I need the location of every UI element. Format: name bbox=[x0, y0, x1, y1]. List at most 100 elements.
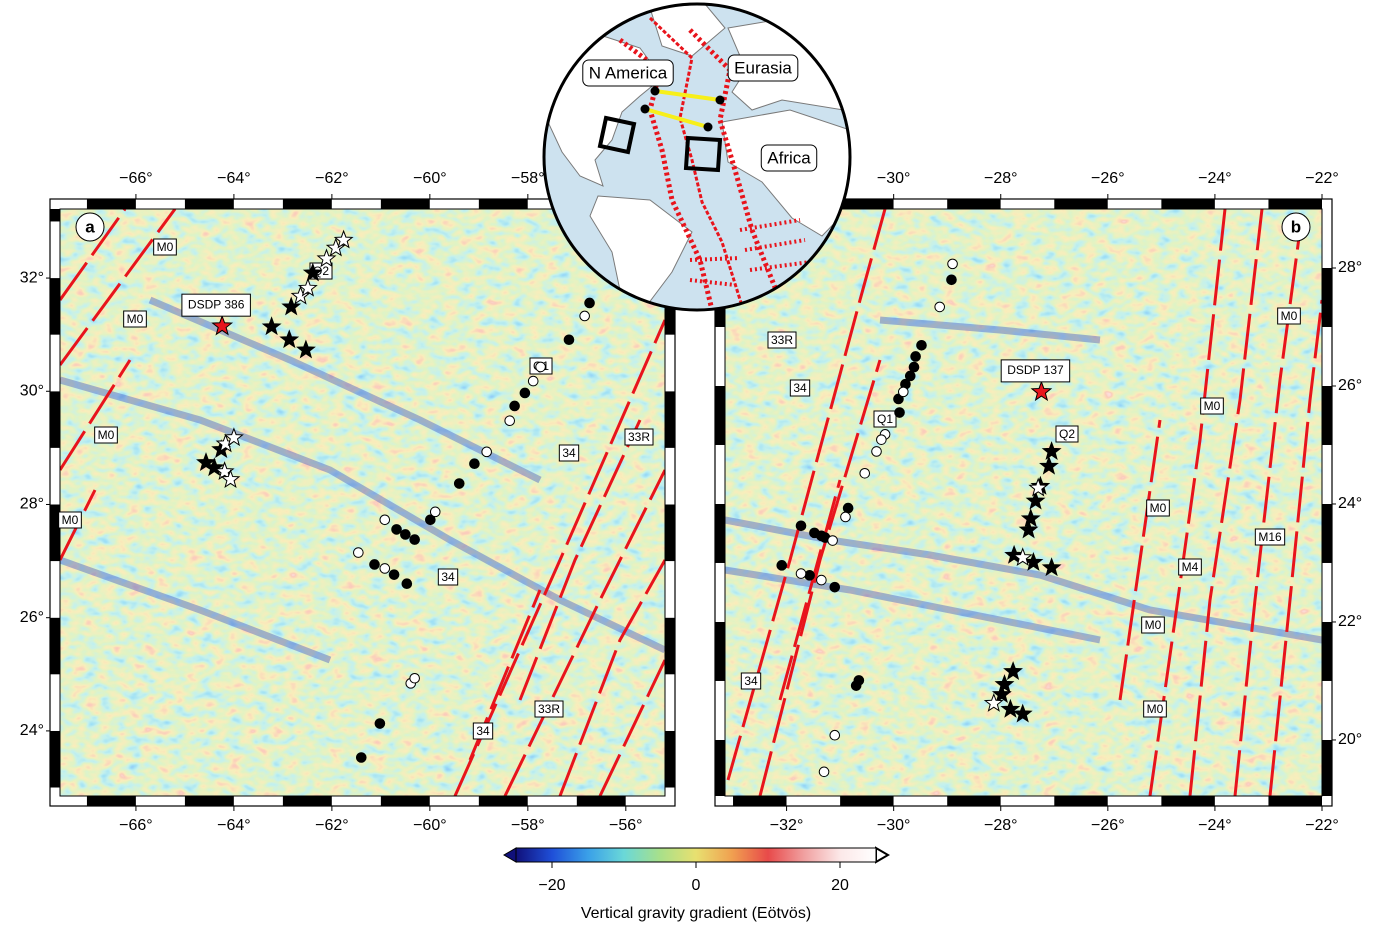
x-tick-label: −62° bbox=[315, 170, 349, 187]
sample-circle bbox=[528, 376, 538, 386]
frame-segment bbox=[715, 504, 725, 563]
frame-segment bbox=[840, 796, 894, 806]
isochron-label: M0 bbox=[1145, 618, 1162, 632]
sample-circle bbox=[564, 335, 574, 345]
colorbar-label: Vertical gravity gradient (Eötvös) bbox=[581, 905, 811, 922]
isochron-label: 34 bbox=[744, 674, 758, 688]
x-tick-label: −66° bbox=[119, 170, 153, 187]
isochron-label: 34 bbox=[793, 381, 807, 395]
x-tick-label: −66° bbox=[119, 817, 153, 834]
frame-segment bbox=[50, 674, 60, 731]
frame-segment bbox=[665, 674, 675, 731]
y-tick-label: 24° bbox=[1338, 495, 1362, 512]
isochron-label: Q1 bbox=[877, 412, 893, 426]
sample-circle bbox=[410, 535, 420, 545]
sample-circle bbox=[392, 525, 402, 535]
isochron-label: 34 bbox=[562, 446, 576, 460]
frame-segment bbox=[1161, 199, 1215, 209]
frame-segment bbox=[1322, 681, 1332, 740]
y-tick-label: 24° bbox=[20, 722, 44, 739]
y-tick-label: 28° bbox=[20, 496, 44, 513]
frame-segment bbox=[234, 796, 283, 806]
frame-segment bbox=[87, 199, 136, 209]
frame-segment bbox=[715, 681, 725, 740]
sample-circle bbox=[777, 561, 787, 571]
gravity-grid bbox=[60, 209, 665, 796]
frame-segment bbox=[665, 788, 675, 796]
frame-segment bbox=[50, 391, 60, 448]
y-tick-label: 22° bbox=[1338, 613, 1362, 630]
isochron-label: 34 bbox=[441, 570, 455, 584]
frame-segment bbox=[1108, 796, 1162, 806]
globe-label: N America bbox=[589, 63, 668, 82]
sample-circle bbox=[354, 548, 364, 558]
isochron-label: M0 bbox=[62, 513, 79, 527]
frame-segment bbox=[50, 278, 60, 335]
sample-circle bbox=[470, 459, 480, 469]
frame-segment bbox=[1001, 796, 1055, 806]
sample-circle bbox=[860, 468, 870, 478]
frame-segment bbox=[665, 448, 675, 505]
isochron-label: 33R bbox=[538, 702, 560, 716]
frame-segment bbox=[715, 386, 725, 445]
colorbar: −20020Vertical gravity gradient (Eötvös) bbox=[504, 848, 888, 922]
sample-circle bbox=[851, 681, 861, 691]
frame-segment bbox=[283, 796, 332, 806]
frame-segment bbox=[1161, 796, 1215, 806]
frame-segment bbox=[50, 448, 60, 505]
figure: −66°−66°−64°−64°−62°−62°−60°−60°−58°−58°… bbox=[0, 0, 1388, 928]
isochron-label: M0 bbox=[127, 312, 144, 326]
frame-segment bbox=[665, 391, 675, 448]
frame-segment bbox=[1322, 386, 1332, 445]
frame-segment bbox=[577, 796, 626, 806]
sample-circle bbox=[828, 536, 838, 546]
y-tick-label: 26° bbox=[20, 609, 44, 626]
isochron-label: M0 bbox=[98, 428, 115, 442]
isochron-label: M0 bbox=[1281, 309, 1298, 323]
x-tick-label: −64° bbox=[217, 817, 251, 834]
frame-segment bbox=[787, 796, 841, 806]
frame-segment bbox=[1054, 199, 1108, 209]
frame-segment bbox=[430, 796, 479, 806]
isochron-label: Q2 bbox=[1059, 427, 1075, 441]
x-tick-label: −60° bbox=[413, 170, 447, 187]
frame-segment bbox=[1322, 327, 1332, 386]
frame-segment bbox=[1322, 563, 1332, 622]
sample-circle bbox=[935, 302, 945, 312]
frame-segment bbox=[185, 796, 234, 806]
frame-segment bbox=[528, 796, 577, 806]
frame-segment bbox=[665, 731, 675, 788]
sample-circle bbox=[898, 387, 908, 397]
frame-segment bbox=[332, 199, 381, 209]
sample-circle bbox=[370, 560, 380, 570]
frame-segment bbox=[1322, 209, 1332, 268]
frame-segment bbox=[1054, 796, 1108, 806]
frame-segment bbox=[1322, 622, 1332, 681]
frame-segment bbox=[87, 796, 136, 806]
frame-segment bbox=[715, 563, 725, 622]
x-tick-label: −56° bbox=[609, 817, 643, 834]
site-label: DSDP 137 bbox=[1007, 363, 1064, 377]
x-tick-label: −30° bbox=[877, 170, 911, 187]
x-tick-label: −22° bbox=[1305, 817, 1339, 834]
isochron-label: 33R bbox=[771, 333, 793, 347]
frame-segment bbox=[1268, 199, 1322, 209]
sample-circle bbox=[909, 362, 919, 372]
isochron-label: M4 bbox=[1182, 560, 1199, 574]
sample-circle bbox=[505, 416, 515, 426]
sample-circle bbox=[402, 579, 412, 589]
y-tick-label: 20° bbox=[1338, 731, 1362, 748]
x-tick-label: −62° bbox=[315, 817, 349, 834]
frame-segment bbox=[136, 199, 185, 209]
frame-segment bbox=[947, 199, 1001, 209]
x-tick-label: −26° bbox=[1091, 817, 1125, 834]
frame-segment bbox=[1001, 199, 1055, 209]
x-tick-label: −24° bbox=[1198, 817, 1232, 834]
frame-segment bbox=[185, 199, 234, 209]
y-tick-label: 28° bbox=[1338, 259, 1362, 276]
frame-segment bbox=[430, 199, 479, 209]
frame-segment bbox=[234, 199, 283, 209]
frame-segment bbox=[479, 199, 528, 209]
colorbar-ramp bbox=[516, 848, 876, 862]
x-tick-label: −22° bbox=[1305, 170, 1339, 187]
